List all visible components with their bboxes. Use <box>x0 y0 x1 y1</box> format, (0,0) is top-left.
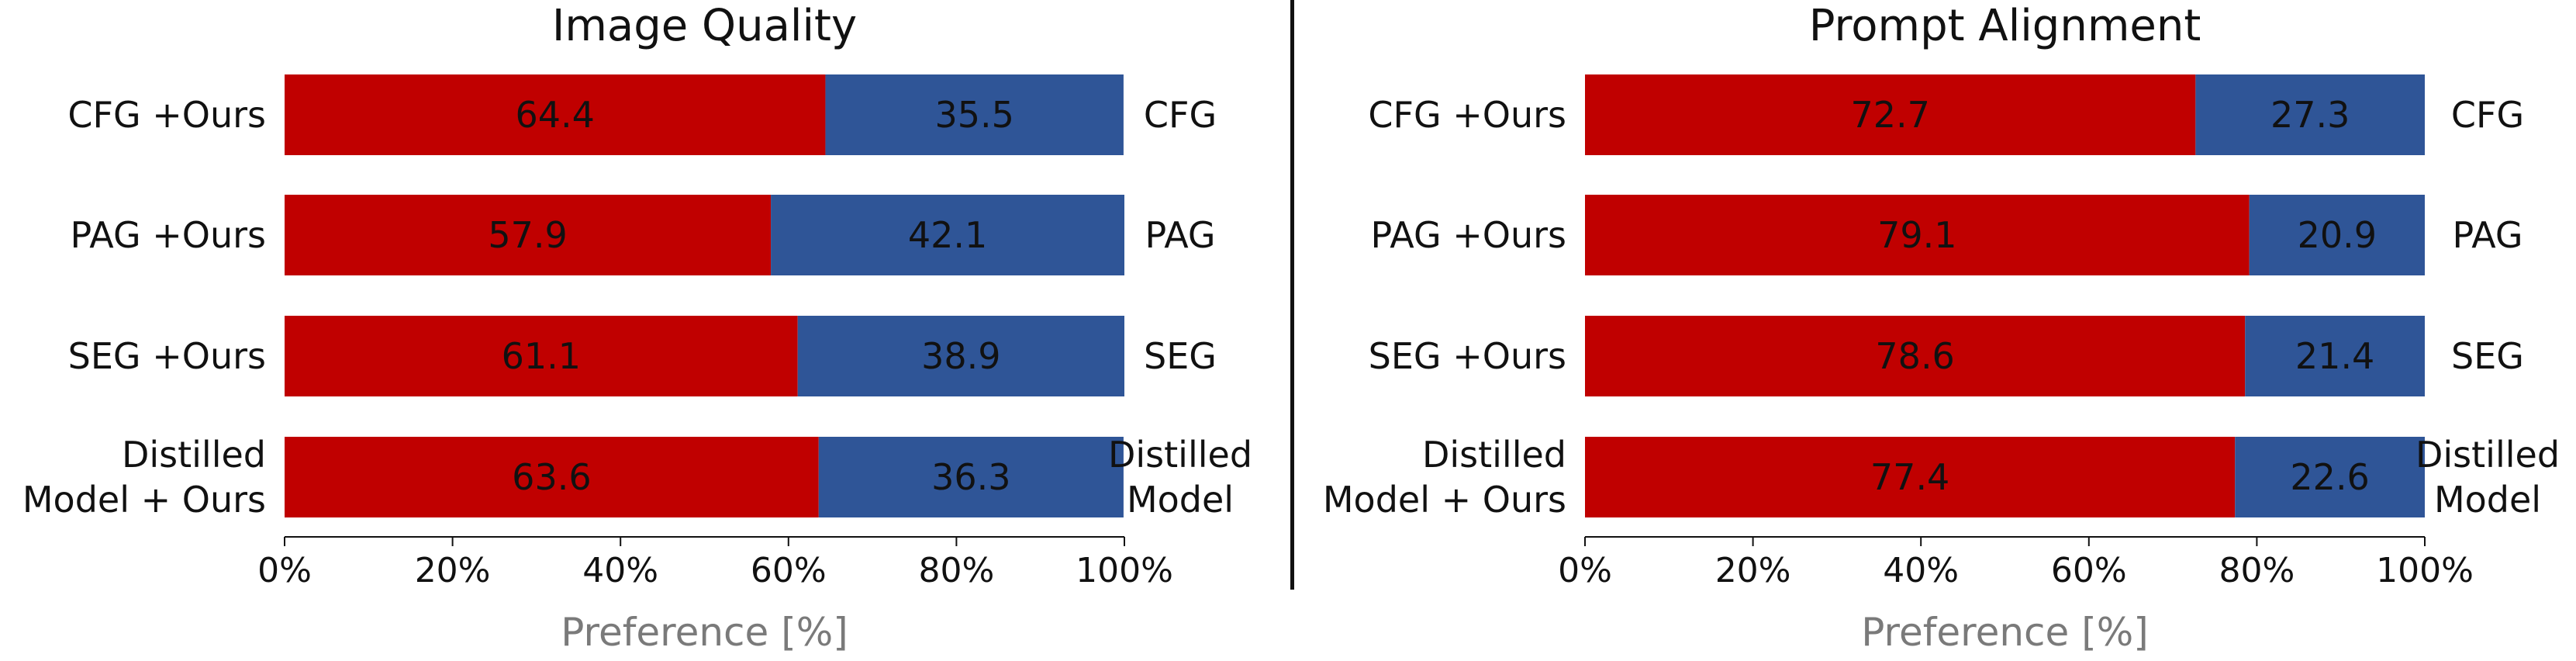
chart-prompt-alignment: Prompt Alignment 72.7 27.3 CFG +Ours CFG 79.1… <box>1323 1 2560 655</box>
bar-baseline-seg <box>2245 316 2425 396</box>
category-label-right: SEG <box>2451 335 2524 377</box>
bar-ours-seg-ours <box>285 316 798 396</box>
x-axis-title: Preference [%] <box>1861 610 2148 655</box>
category-label-left: PAG +Ours <box>1370 214 1566 256</box>
category-label-left: SEG +Ours <box>68 335 266 377</box>
category-label-right: Distilled Model <box>2415 434 2560 521</box>
data-label-ours: 77.4 <box>1870 456 1949 498</box>
category-label-left: PAG +Ours <box>70 214 266 256</box>
category-label-right: SEG <box>1144 335 1217 377</box>
data-label-ours: 63.6 <box>512 456 591 498</box>
category-label-left: CFG +Ours <box>67 94 266 136</box>
bar-baseline-distilled-model <box>2235 437 2425 517</box>
bar-baseline-seg <box>797 316 1124 396</box>
chart-title: Image Quality <box>552 1 857 51</box>
chart-title: Prompt Alignment <box>1809 1 2201 51</box>
x-tick-label: 100% <box>1076 551 1173 590</box>
bar-baseline-cfg <box>2195 74 2425 155</box>
chart-panel-prompt-alignment: Prompt Alignment 72.7 27.3 CFG +Ours CFG 79.1… <box>1303 0 2576 661</box>
data-label-baseline: 27.3 <box>2270 94 2350 136</box>
x-tick-label: 80% <box>2219 551 2295 590</box>
x-tick-label: 60% <box>751 551 827 590</box>
bar-baseline-cfg <box>825 74 1124 155</box>
category-label-left: Distilled Model + Ours <box>1323 434 1566 521</box>
bar-ours-seg-ours <box>1585 316 2246 396</box>
data-label-ours: 72.7 <box>1850 94 1929 136</box>
x-tick-label: 40% <box>1883 551 1959 590</box>
x-axis-title: Preference [%] <box>561 610 848 655</box>
data-label-baseline: 36.3 <box>931 456 1010 498</box>
category-label-left: Distilled Model + Ours <box>22 434 266 521</box>
bar-baseline-pag <box>771 195 1124 275</box>
bar-ours-cfg-ours <box>1585 74 2196 155</box>
chart-image-quality: Image Quality 64.4 35.5 CFG +Ours CFG 57.9 42.… <box>22 1 1252 655</box>
bar-ours-pag-ours <box>1585 195 2250 275</box>
x-tick-label: 20% <box>415 551 491 590</box>
bar-ours-distilled-model-ours <box>1585 437 2236 517</box>
data-label-ours: 64.4 <box>516 94 595 136</box>
x-tick-label: 60% <box>2051 551 2127 590</box>
data-label-ours: 57.9 <box>488 214 567 256</box>
panel-divider <box>1290 0 1294 590</box>
category-label-right: Distilled Model <box>1108 434 1252 521</box>
bar-ours-cfg-ours <box>285 74 826 155</box>
data-label-ours: 79.1 <box>1877 214 1956 256</box>
chart-panel-image-quality: Image Quality 64.4 35.5 CFG +Ours CFG 57.9 42.… <box>22 1 1252 655</box>
x-tick-label: 40% <box>582 551 658 590</box>
data-label-ours: 61.1 <box>502 335 581 377</box>
x-tick-label: 80% <box>919 551 995 590</box>
category-label-right: PAG <box>1145 214 1215 256</box>
data-label-baseline: 35.5 <box>934 94 1013 136</box>
x-tick-label: 0% <box>1558 551 1612 590</box>
data-label-baseline: 20.9 <box>2298 214 2377 256</box>
category-label-right: CFG <box>1144 94 1217 136</box>
bar-ours-pag-ours <box>285 195 772 275</box>
bar-baseline-pag <box>2249 195 2425 275</box>
category-label-left: SEG +Ours <box>1369 335 1566 377</box>
category-label-right: PAG <box>2452 214 2522 256</box>
data-label-baseline: 21.4 <box>2295 335 2374 377</box>
x-tick-label: 0% <box>257 551 312 590</box>
x-tick-label: 100% <box>2376 551 2474 590</box>
data-label-baseline: 38.9 <box>921 335 1000 377</box>
category-label-right: CFG <box>2451 94 2524 136</box>
category-label-left: CFG +Ours <box>1368 94 1566 136</box>
bar-ours-distilled-model-ours <box>285 437 819 517</box>
data-label-baseline: 42.1 <box>908 214 987 256</box>
bar-baseline-distilled-model <box>818 437 1124 517</box>
data-label-ours: 78.6 <box>1875 335 1954 377</box>
data-label-baseline: 22.6 <box>2290 456 2369 498</box>
x-tick-label: 20% <box>1715 551 1791 590</box>
